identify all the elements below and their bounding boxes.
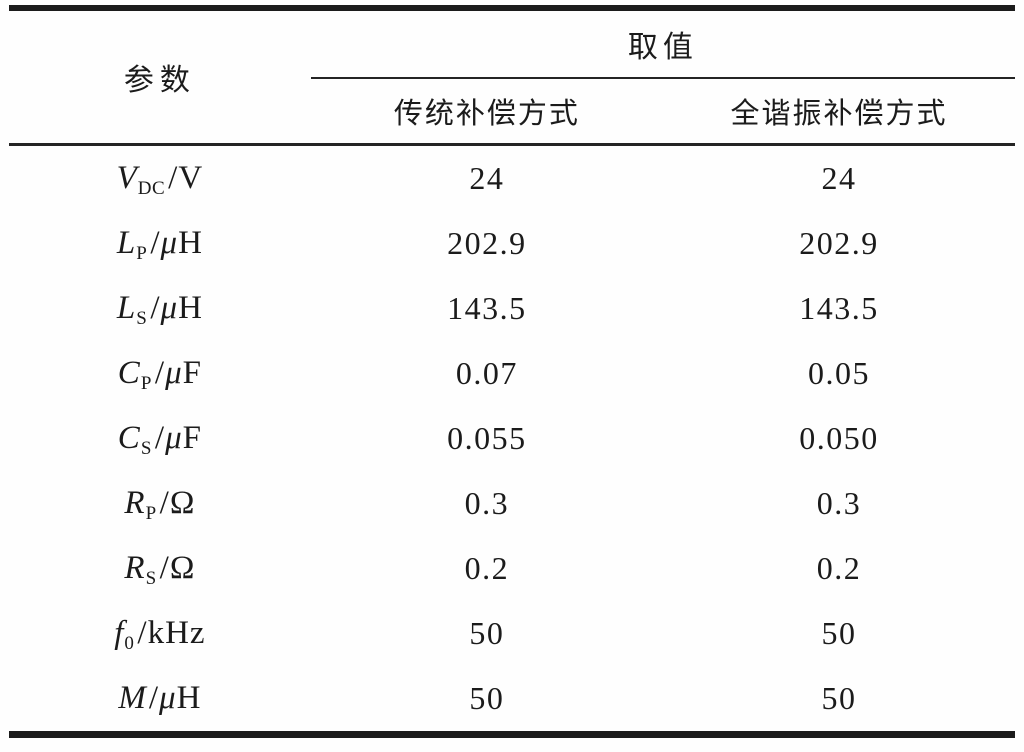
param-label-cell: M/μH (9, 666, 311, 735)
param-unit: /Ω (159, 550, 196, 586)
param-unit: /Ω (159, 485, 196, 521)
param-unit: /V (168, 160, 204, 196)
full-resonance-value-cell: 50 (821, 615, 857, 651)
traditional-value-cell: 50 (469, 615, 505, 651)
table-row: RP/Ω 0.3 0.3 (9, 471, 1015, 536)
param-subscript: P (136, 243, 148, 264)
param-symbol: f (114, 615, 124, 651)
full-resonance-value-cell: 202.9 (799, 225, 879, 261)
param-label-cell: VDC/V (9, 145, 311, 212)
traditional-value-cell: 0.055 (447, 420, 527, 456)
column-header-full-resonance: 全谐振补偿方式 (662, 78, 1015, 146)
param-label-cell: RS/Ω (9, 536, 311, 601)
param-label-cell: CP/μF (9, 341, 311, 406)
param-symbol: L (116, 290, 136, 326)
param-label-cell: LP/μH (9, 211, 311, 276)
header-row-group: 参数 取值 (9, 8, 1015, 146)
full-resonance-value-cell: 0.050 (799, 420, 879, 456)
table-row: LP/μH 202.9 202.9 (9, 211, 1015, 276)
param-subscript: P (140, 373, 152, 394)
param-subscript: S (145, 568, 157, 589)
traditional-value-cell: 0.2 (464, 550, 510, 586)
table-row: CP/μF 0.07 0.05 (9, 341, 1015, 406)
full-resonance-value-cell: 0.05 (807, 355, 870, 391)
full-resonance-value-cell: 143.5 (799, 290, 879, 326)
param-unit: /kHz (137, 615, 206, 651)
param-label-cell: f0/kHz (9, 601, 311, 666)
table-body: VDC/V 24 24 LP/μH 202.9 202.9 LS/μH 143.5 143.5 C… (9, 145, 1015, 735)
traditional-value-cell: 0.3 (464, 485, 510, 521)
param-unit: /μH (150, 225, 203, 261)
parameters-table: 参数 取值 传统补偿方式 全谐振补偿方式 VDC/V 24 24 LP/μH 202.9… (9, 5, 1015, 738)
param-column-header: 参数 (9, 8, 311, 146)
table-row: CS/μF 0.055 0.050 (9, 406, 1015, 471)
param-symbol: C (117, 355, 140, 391)
table-row: RS/Ω 0.2 0.2 (9, 536, 1015, 601)
header-row-subcolumns: 传统补偿方式 全谐振补偿方式 (9, 78, 1015, 146)
full-resonance-value-cell: 0.2 (816, 550, 862, 586)
traditional-value-cell: 202.9 (447, 225, 527, 261)
param-unit: /μH (148, 680, 202, 716)
param-symbol: R (124, 485, 145, 521)
table-header: 参数 取值 传统补偿方式 全谐振补偿方式 (9, 8, 1015, 146)
full-resonance-value-cell: 50 (821, 680, 857, 716)
traditional-value-cell: 24 (469, 160, 505, 196)
param-label-cell: RP/Ω (9, 471, 311, 536)
param-symbol: R (124, 550, 145, 586)
table-row: LS/μH 143.5 143.5 (9, 276, 1015, 341)
param-unit: /μF (154, 355, 202, 391)
full-resonance-value-cell: 24 (821, 160, 857, 196)
full-resonance-value-cell: 0.3 (816, 485, 862, 521)
traditional-value-cell: 50 (469, 680, 505, 716)
value-group-header: 取值 (310, 8, 1015, 79)
param-symbol: L (116, 225, 136, 261)
param-unit: /μH (150, 290, 203, 326)
param-symbol: V (116, 160, 137, 196)
table-row: f0/kHz 50 50 (9, 601, 1015, 666)
param-subscript: S (136, 308, 148, 329)
traditional-value-cell: 0.07 (455, 355, 518, 391)
param-subscript: DC (137, 178, 166, 199)
column-header-traditional: 传统补偿方式 (310, 78, 663, 146)
param-subscript: P (145, 503, 157, 524)
param-symbol: C (117, 420, 140, 456)
param-subscript: S (140, 438, 152, 459)
param-label-cell: CS/μF (9, 406, 311, 471)
traditional-value-cell: 143.5 (447, 290, 527, 326)
param-unit: /μF (154, 420, 202, 456)
param-label-cell: LS/μH (9, 276, 311, 341)
table-row: VDC/V 24 24 (9, 145, 1015, 212)
param-subscript: 0 (124, 633, 135, 654)
table-row: M/μH 50 50 (9, 666, 1015, 735)
param-symbol: M (118, 680, 146, 716)
